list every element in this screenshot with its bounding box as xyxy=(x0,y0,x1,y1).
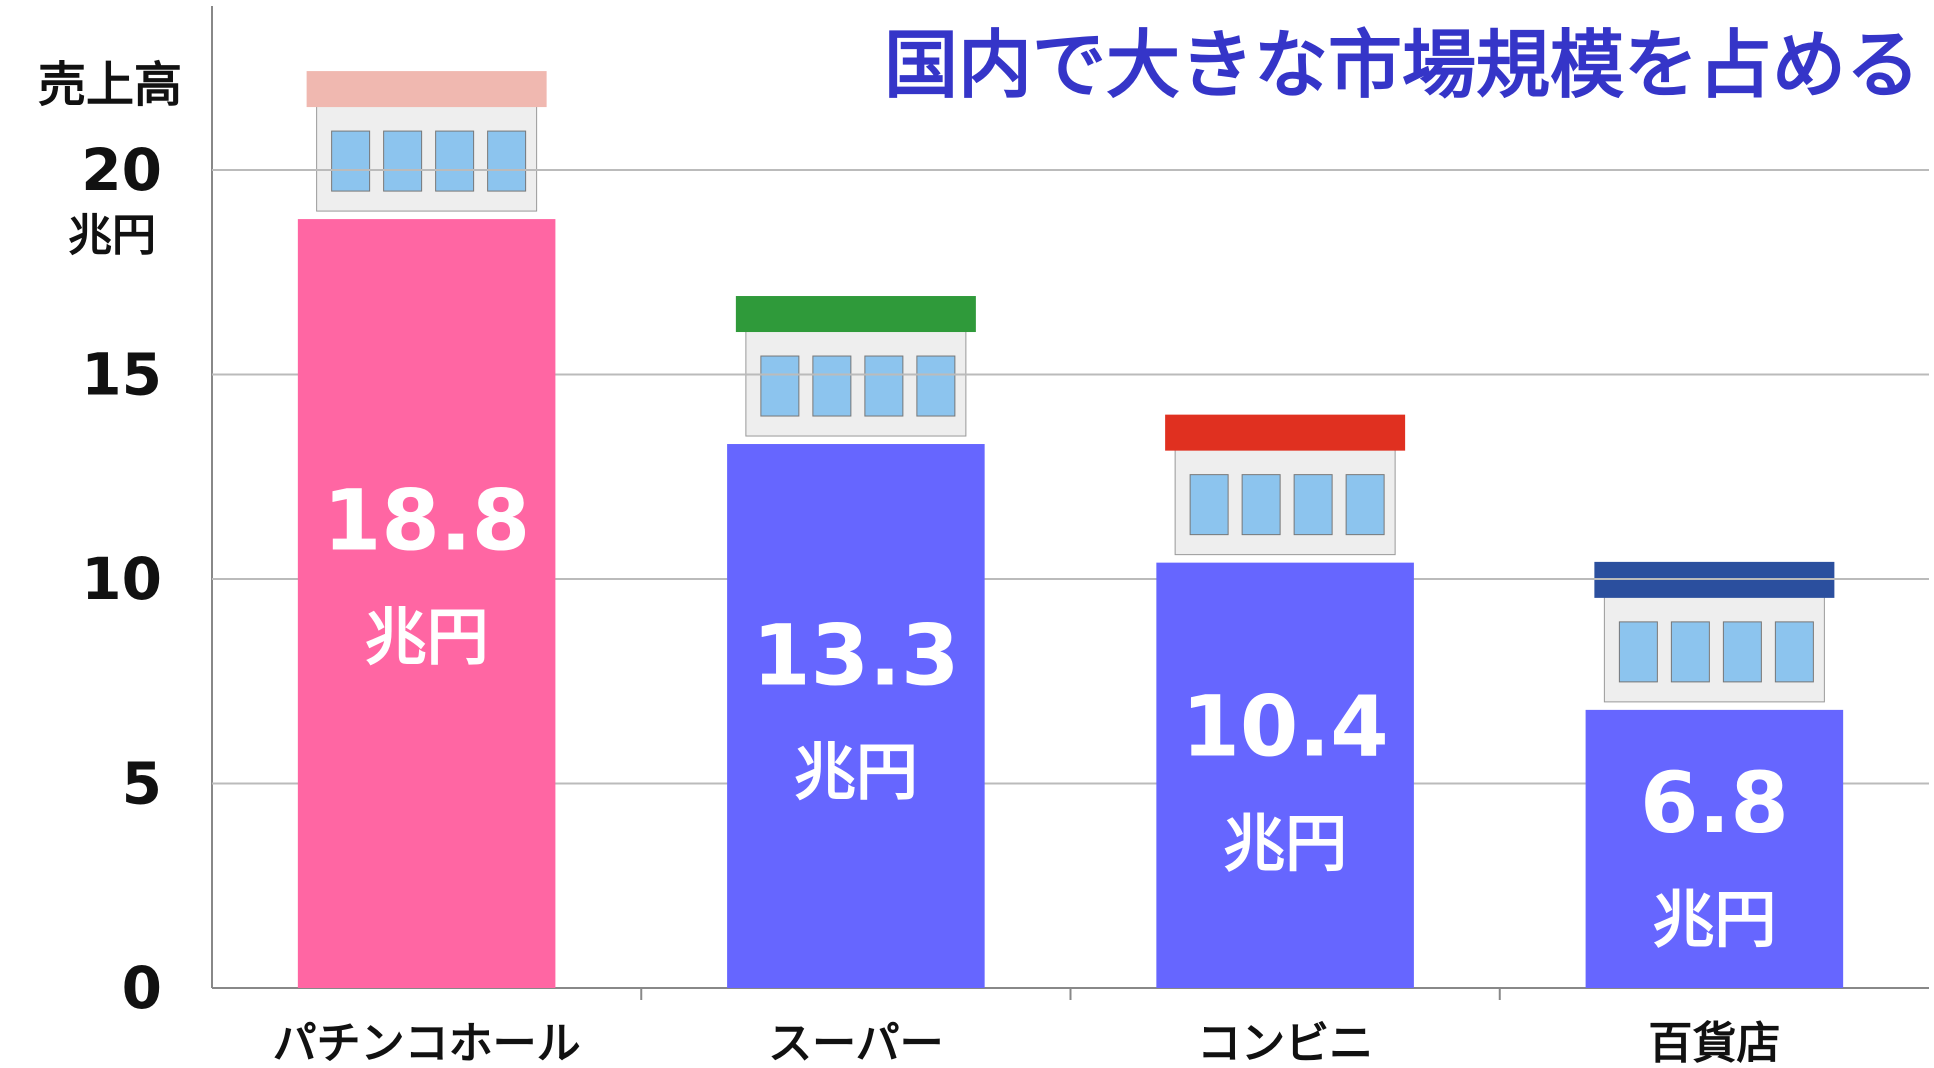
icon-window xyxy=(383,130,423,192)
icon-window xyxy=(1345,474,1385,536)
value-label: 10.4 xyxy=(1181,678,1388,776)
y-axis-label: 売上高 xyxy=(38,57,182,113)
bar xyxy=(1156,562,1414,988)
value-unit: 兆円 xyxy=(365,601,489,674)
icon-window xyxy=(1241,474,1281,536)
icon-window xyxy=(1722,621,1762,683)
value-label: 13.3 xyxy=(752,607,959,705)
value-label: 6.8 xyxy=(1640,754,1789,852)
icon-window xyxy=(1774,621,1814,683)
y-tick-label: 10 xyxy=(81,545,162,613)
value-unit: 兆円 xyxy=(1223,807,1347,880)
icon-roof xyxy=(306,71,547,108)
icon-window xyxy=(1618,621,1658,683)
y-tick-label: 20 xyxy=(81,136,162,204)
icon-window xyxy=(812,355,852,417)
y-tick-label: 0 xyxy=(122,954,162,1022)
value-unit: 兆円 xyxy=(1652,883,1776,956)
x-tick-label: 百貨店 xyxy=(1648,1018,1780,1068)
x-tick-label: スーパー xyxy=(768,1018,944,1068)
y-unit-label: 兆円 xyxy=(68,210,156,261)
icon-window xyxy=(864,355,904,417)
chart-title: 国内で大きな市場規模を占める xyxy=(884,23,1920,109)
icon-window xyxy=(1293,474,1333,536)
icon-roof xyxy=(1165,414,1406,451)
y-tick-label: 15 xyxy=(81,341,162,409)
y-tick-label: 5 xyxy=(122,750,162,818)
value-label: 18.8 xyxy=(323,472,530,570)
bar xyxy=(1585,709,1844,988)
icon-window xyxy=(916,355,956,417)
value-unit: 兆円 xyxy=(794,736,918,809)
x-tick-label: パチンコホール xyxy=(273,1018,581,1068)
bar xyxy=(297,219,556,988)
icon-window xyxy=(760,355,800,417)
icon-roof xyxy=(735,296,976,333)
icon-window xyxy=(1189,474,1229,536)
icon-window xyxy=(331,130,371,192)
x-tick-label: コンビニ xyxy=(1197,1018,1373,1068)
icon-window xyxy=(435,130,475,192)
icon-window xyxy=(1670,621,1710,683)
bar xyxy=(727,444,985,988)
icons xyxy=(306,71,1835,703)
icon-window xyxy=(487,130,527,192)
